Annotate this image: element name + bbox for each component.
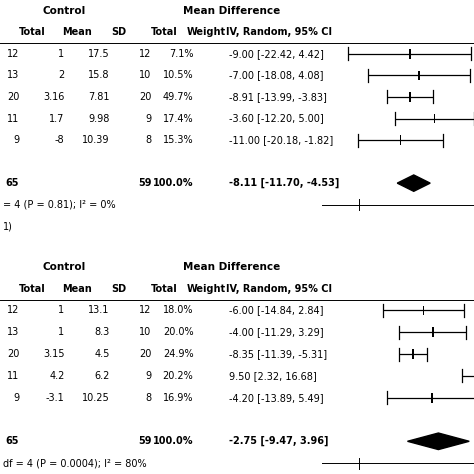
Bar — [432, 328, 434, 337]
Polygon shape — [397, 175, 430, 191]
Text: -2.75 [-9.47, 3.96]: -2.75 [-9.47, 3.96] — [229, 436, 328, 447]
Text: 8: 8 — [146, 392, 152, 403]
Text: Weight: Weight — [187, 283, 226, 294]
Bar — [412, 349, 413, 359]
Text: 12: 12 — [7, 305, 19, 316]
Text: 8.3: 8.3 — [94, 327, 109, 337]
Text: 16.9%: 16.9% — [163, 392, 193, 403]
Text: 1: 1 — [58, 49, 64, 59]
Text: 11: 11 — [7, 371, 19, 381]
Bar — [422, 306, 424, 315]
Text: 4.2: 4.2 — [49, 371, 64, 381]
Text: 20: 20 — [7, 92, 19, 102]
Bar — [400, 135, 401, 145]
Text: 12: 12 — [139, 49, 152, 59]
Text: 49.7%: 49.7% — [163, 92, 193, 102]
Text: 59: 59 — [138, 178, 152, 188]
Text: -11.00 [-20.18, -1.82]: -11.00 [-20.18, -1.82] — [229, 135, 333, 145]
Text: 12: 12 — [139, 305, 152, 316]
Text: 9: 9 — [13, 392, 19, 403]
Text: 10: 10 — [139, 71, 152, 81]
Text: 13: 13 — [7, 71, 19, 81]
Text: 11: 11 — [7, 113, 19, 124]
Text: 100.0%: 100.0% — [153, 178, 193, 188]
Text: -8.35 [-11.39, -5.31]: -8.35 [-11.39, -5.31] — [229, 349, 327, 359]
Text: 1: 1 — [58, 305, 64, 316]
Text: 65: 65 — [6, 436, 19, 447]
Text: 18.0%: 18.0% — [163, 305, 193, 316]
Text: 15.8: 15.8 — [88, 71, 109, 81]
Text: 100.0%: 100.0% — [153, 436, 193, 447]
Bar — [431, 393, 433, 402]
Text: 9.50 [2.32, 16.68]: 9.50 [2.32, 16.68] — [229, 371, 317, 381]
Text: 6.2: 6.2 — [94, 371, 109, 381]
Text: 20: 20 — [7, 349, 19, 359]
Text: -3.60 [-12.20, 5.00]: -3.60 [-12.20, 5.00] — [229, 113, 324, 124]
Text: Total: Total — [151, 27, 178, 37]
Text: 13: 13 — [7, 327, 19, 337]
Text: 9: 9 — [13, 135, 19, 145]
Text: 24.9%: 24.9% — [163, 349, 193, 359]
Text: IV, Random, 95% CI: IV, Random, 95% CI — [226, 27, 332, 37]
Text: Mean: Mean — [63, 283, 92, 294]
Text: 10: 10 — [139, 327, 152, 337]
Text: = 4 (P = 0.81); I² = 0%: = 4 (P = 0.81); I² = 0% — [3, 200, 116, 210]
Text: Mean Difference: Mean Difference — [183, 262, 281, 272]
Text: 1.7: 1.7 — [49, 113, 64, 124]
Text: -8.11 [-11.70, -4.53]: -8.11 [-11.70, -4.53] — [229, 178, 339, 188]
Text: Total: Total — [19, 283, 46, 294]
Text: 1: 1 — [58, 327, 64, 337]
Text: 13.1: 13.1 — [88, 305, 109, 316]
Text: -8: -8 — [55, 135, 64, 145]
Text: IV, Random, 95% CI: IV, Random, 95% CI — [226, 283, 332, 294]
Text: 59: 59 — [138, 436, 152, 447]
Text: 9: 9 — [146, 371, 152, 381]
Text: -8.91 [-13.99, -3.83]: -8.91 [-13.99, -3.83] — [229, 92, 327, 102]
Text: Weight: Weight — [187, 27, 226, 37]
Text: 20.2%: 20.2% — [163, 371, 193, 381]
Text: -9.00 [-22.42, 4.42]: -9.00 [-22.42, 4.42] — [229, 49, 324, 59]
Text: Control: Control — [43, 6, 86, 16]
Text: 17.5: 17.5 — [88, 49, 109, 59]
Bar — [409, 92, 411, 102]
Text: Total: Total — [151, 283, 178, 294]
Text: -3.1: -3.1 — [46, 392, 64, 403]
Text: 4.5: 4.5 — [94, 349, 109, 359]
Text: 3.15: 3.15 — [43, 349, 64, 359]
Text: 7.1%: 7.1% — [169, 49, 193, 59]
Text: -7.00 [-18.08, 4.08]: -7.00 [-18.08, 4.08] — [229, 71, 323, 81]
Text: Total: Total — [19, 27, 46, 37]
Text: 10.5%: 10.5% — [163, 71, 193, 81]
Bar — [409, 49, 410, 59]
Text: 7.81: 7.81 — [88, 92, 109, 102]
Text: 10.25: 10.25 — [82, 392, 109, 403]
Text: 15.3%: 15.3% — [163, 135, 193, 145]
Text: 20: 20 — [139, 349, 152, 359]
Text: Mean Difference: Mean Difference — [183, 6, 281, 16]
Text: Mean: Mean — [63, 27, 92, 37]
Text: 12: 12 — [7, 49, 19, 59]
Text: df = 4 (P = 0.0004); I² = 80%: df = 4 (P = 0.0004); I² = 80% — [3, 458, 147, 468]
Text: -6.00 [-14.84, 2.84]: -6.00 [-14.84, 2.84] — [229, 305, 323, 316]
Text: SD: SD — [112, 283, 127, 294]
Polygon shape — [408, 433, 469, 449]
Text: 17.4%: 17.4% — [163, 113, 193, 124]
Text: 3.16: 3.16 — [43, 92, 64, 102]
Bar — [418, 71, 419, 80]
Text: -4.00 [-11.29, 3.29]: -4.00 [-11.29, 3.29] — [229, 327, 323, 337]
Text: 2: 2 — [58, 71, 64, 81]
Text: -4.20 [-13.89, 5.49]: -4.20 [-13.89, 5.49] — [229, 392, 323, 403]
Text: 8: 8 — [146, 135, 152, 145]
Text: 9.98: 9.98 — [88, 113, 109, 124]
Text: Control: Control — [43, 262, 86, 272]
Text: SD: SD — [112, 27, 127, 37]
Text: 20.0%: 20.0% — [163, 327, 193, 337]
Text: 1): 1) — [3, 221, 13, 231]
Text: 10.39: 10.39 — [82, 135, 109, 145]
Text: 20: 20 — [139, 92, 152, 102]
Text: 65: 65 — [6, 178, 19, 188]
Bar — [434, 114, 435, 123]
Text: 9: 9 — [146, 113, 152, 124]
